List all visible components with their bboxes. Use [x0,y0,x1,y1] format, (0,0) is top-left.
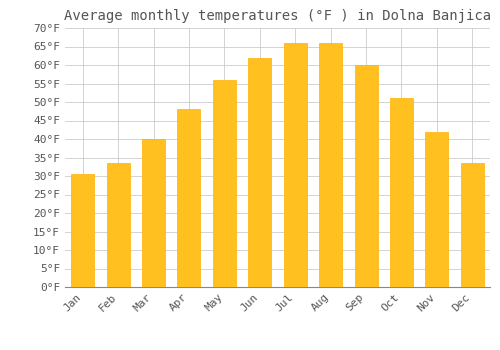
Bar [106,163,130,287]
Bar [390,98,413,287]
Bar [71,174,94,287]
Bar [284,43,306,287]
Bar [319,43,342,287]
Bar [248,58,272,287]
Bar [461,163,484,287]
Bar [213,80,236,287]
Bar [142,139,165,287]
Title: Average monthly temperatures (°F ) in Dolna Banjica: Average monthly temperatures (°F ) in Do… [64,9,491,23]
Bar [178,110,201,287]
Bar [426,132,448,287]
Bar [354,65,378,287]
